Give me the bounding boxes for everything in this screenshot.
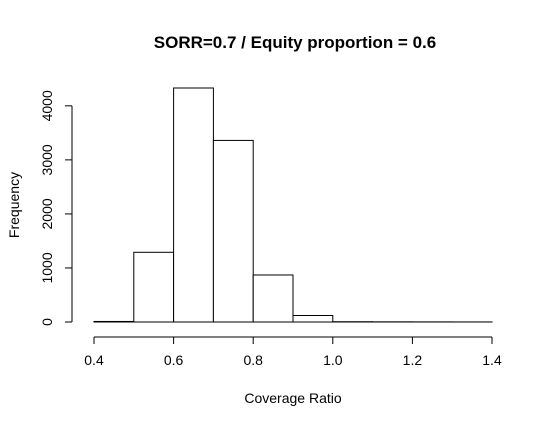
histogram-bar xyxy=(252,274,294,323)
y-tick-label: 3000 xyxy=(39,144,55,175)
y-tick-label: 1000 xyxy=(39,252,55,283)
histogram-bar xyxy=(212,139,254,323)
x-axis-label: Coverage Ratio xyxy=(244,390,341,406)
x-tick-label: 1.4 xyxy=(482,352,502,368)
y-tick-label: 0 xyxy=(39,318,55,326)
x-tick-label: 0.8 xyxy=(243,352,263,368)
x-tick-label: 1.0 xyxy=(323,352,343,368)
x-tick-label: 0.4 xyxy=(84,352,104,368)
histogram-bar xyxy=(173,87,214,323)
y-tick-label: 4000 xyxy=(39,90,55,121)
x-tick-label: 1.2 xyxy=(403,352,423,368)
x-axis: 0.4 0.6 0.8 1.0 1.2 1.4 xyxy=(84,336,502,368)
histogram-bar xyxy=(93,320,135,323)
chart-title: SORR=0.7 / Equity proportion = 0.6 xyxy=(154,33,436,52)
y-tick-label: 2000 xyxy=(39,198,55,229)
y-axis-label: Frequency xyxy=(6,172,22,238)
y-axis: 0 1000 2000 3000 4000 xyxy=(39,90,73,326)
histogram-bar xyxy=(292,315,334,323)
histogram-bar xyxy=(133,251,175,323)
bars-layer xyxy=(93,87,493,323)
x-tick-label: 0.6 xyxy=(164,352,184,368)
